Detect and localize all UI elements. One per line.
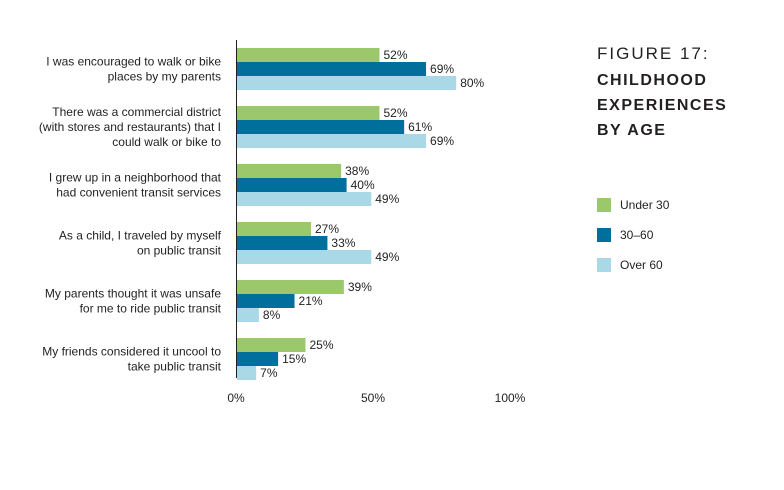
bar-over60 bbox=[237, 366, 257, 380]
bar-under30 bbox=[237, 338, 306, 352]
data-label-30-60: 40% bbox=[351, 178, 375, 192]
figure-title-line: BY AGE bbox=[597, 122, 667, 139]
bar-under30 bbox=[237, 222, 311, 236]
data-label-under30: 39% bbox=[348, 280, 372, 294]
category-label: had convenient transit services bbox=[56, 186, 221, 200]
category-label: I was encouraged to walk or bike bbox=[46, 55, 221, 69]
data-label-over60: 8% bbox=[263, 308, 281, 322]
category-label: As a child, I traveled by myself bbox=[59, 229, 222, 243]
figure-title: CHILDHOOD EXPERIENCES BY AGE bbox=[597, 68, 767, 143]
data-label-30-60: 69% bbox=[430, 62, 454, 76]
category-label: I grew up in a neighborhood that bbox=[49, 171, 222, 185]
data-label-under30: 38% bbox=[345, 164, 369, 178]
data-label-over60: 49% bbox=[375, 192, 399, 206]
bar-over60 bbox=[237, 250, 372, 264]
data-label-30-60: 21% bbox=[299, 294, 323, 308]
figure-number: FIGURE 17: bbox=[597, 44, 710, 63]
bar-30-60 bbox=[237, 120, 405, 134]
bar-over60 bbox=[237, 192, 372, 206]
category-label: on public transit bbox=[137, 244, 222, 258]
data-label-over60: 7% bbox=[260, 366, 278, 380]
category-label: My parents thought it was unsafe bbox=[45, 287, 221, 301]
legend-swatch-over60 bbox=[597, 258, 611, 272]
legend-swatch-30-60 bbox=[597, 228, 611, 242]
category-label: There was a commercial district bbox=[52, 105, 221, 119]
data-label-under30: 25% bbox=[310, 338, 334, 352]
category-label: (with stores and restaurants) that I bbox=[39, 120, 221, 134]
legend-label-30-60: 30–60 bbox=[620, 228, 654, 242]
category-label: My friends considered it uncool to bbox=[42, 345, 221, 359]
bar-30-60 bbox=[237, 294, 295, 308]
category-label: for me to ride public transit bbox=[80, 302, 222, 316]
data-label-over60: 69% bbox=[430, 134, 454, 148]
data-label-under30: 27% bbox=[315, 222, 339, 236]
category-label: places by my parents bbox=[108, 70, 221, 84]
data-label-30-60: 15% bbox=[282, 352, 306, 366]
category-label: take public transit bbox=[128, 360, 222, 374]
legend-label-over60: Over 60 bbox=[620, 258, 663, 272]
data-label-30-60: 33% bbox=[331, 236, 355, 250]
bar-over60 bbox=[237, 76, 457, 90]
legend-swatch-under30 bbox=[597, 198, 611, 212]
data-label-over60: 49% bbox=[375, 250, 399, 264]
data-label-over60: 80% bbox=[460, 76, 484, 90]
bar-under30 bbox=[237, 48, 380, 62]
legend-label-under30: Under 30 bbox=[620, 198, 670, 212]
figure-title-line: EXPERIENCES bbox=[597, 97, 728, 114]
bar-under30 bbox=[237, 106, 380, 120]
bar-over60 bbox=[237, 134, 427, 148]
x-tick-label: 50% bbox=[361, 391, 385, 405]
figure-title-line: CHILDHOOD bbox=[597, 72, 708, 89]
data-label-under30: 52% bbox=[383, 48, 407, 62]
bar-30-60 bbox=[237, 178, 347, 192]
bar-under30 bbox=[237, 164, 342, 178]
bar-30-60 bbox=[237, 352, 279, 366]
bar-under30 bbox=[237, 280, 344, 294]
x-tick-label: 100% bbox=[495, 391, 526, 405]
bar-30-60 bbox=[237, 236, 328, 250]
data-label-30-60: 61% bbox=[408, 120, 432, 134]
bar-over60 bbox=[237, 308, 259, 322]
category-label: could walk or bike to bbox=[112, 135, 221, 149]
bar-30-60 bbox=[237, 62, 427, 76]
x-tick-label: 0% bbox=[227, 391, 245, 405]
data-label-under30: 52% bbox=[383, 106, 407, 120]
